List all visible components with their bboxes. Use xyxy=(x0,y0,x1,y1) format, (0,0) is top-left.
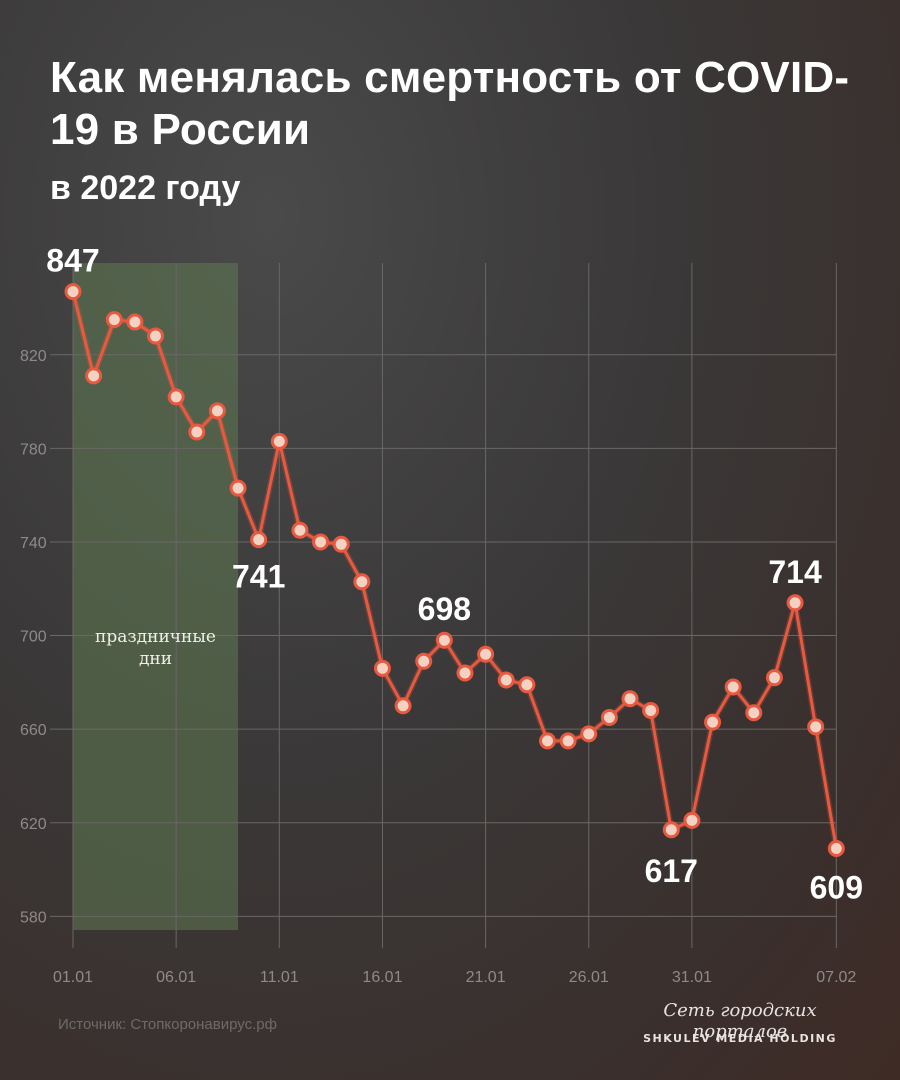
brand-holding: SHKULEV MEDIA HOLDING xyxy=(643,1032,837,1045)
data-point xyxy=(353,573,371,591)
data-point xyxy=(745,704,763,722)
data-point xyxy=(147,327,165,345)
holiday-band-label: праздничные дни xyxy=(95,627,216,669)
x-tick-label: 07.02 xyxy=(816,969,856,986)
data-point xyxy=(188,423,206,441)
data-point xyxy=(373,659,391,677)
holiday-band-label-line: праздничные xyxy=(95,627,216,647)
data-point xyxy=(105,311,123,329)
data-point xyxy=(85,367,103,385)
data-point xyxy=(497,671,515,689)
data-point xyxy=(250,531,268,549)
data-point xyxy=(538,732,556,750)
data-point xyxy=(435,631,453,649)
data-point xyxy=(332,535,350,553)
data-point xyxy=(229,479,247,497)
data-point xyxy=(291,521,309,539)
data-point xyxy=(518,676,536,694)
y-tick-label: 700 xyxy=(20,629,47,646)
data-point xyxy=(312,533,330,551)
data-point xyxy=(807,718,825,736)
data-point xyxy=(559,732,577,750)
data-point xyxy=(394,697,412,715)
x-tick-label: 21.01 xyxy=(466,969,506,986)
data-point xyxy=(456,664,474,682)
x-tick-label: 01.01 xyxy=(53,969,93,986)
x-tick-label: 11.01 xyxy=(260,969,299,986)
y-tick-label: 580 xyxy=(20,909,47,926)
data-label: 617 xyxy=(645,853,698,889)
data-point xyxy=(208,402,226,420)
data-label: 714 xyxy=(768,554,822,590)
data-point xyxy=(683,811,701,829)
data-point xyxy=(415,652,433,670)
data-point xyxy=(827,840,845,858)
data-point xyxy=(642,701,660,719)
data-point xyxy=(786,594,804,612)
data-point xyxy=(167,388,185,406)
y-tick-label: 780 xyxy=(20,441,47,458)
y-tick-label: 620 xyxy=(20,816,47,833)
y-tick-label: 820 xyxy=(20,348,47,365)
data-label: 847 xyxy=(46,243,99,279)
brand-name: Сеть городских порталов xyxy=(663,1000,817,1042)
data-point xyxy=(270,432,288,450)
data-point xyxy=(765,669,783,687)
holiday-band-label-line: дни xyxy=(139,649,172,669)
data-point xyxy=(724,678,742,696)
data-point xyxy=(477,645,495,663)
source-note: Источник: Стопкоронавирус.рф xyxy=(58,1016,277,1033)
data-point xyxy=(64,283,82,301)
chart-subtitle: в 2022 году xyxy=(50,169,241,207)
x-tick-label: 26.01 xyxy=(569,969,609,986)
chart-title: Как менялась смертность от COVID-19 в Ро… xyxy=(50,53,850,154)
data-label: 741 xyxy=(232,559,285,595)
data-point xyxy=(621,690,639,708)
data-point xyxy=(600,708,618,726)
data-label: 698 xyxy=(418,591,471,627)
data-point xyxy=(662,821,680,839)
y-tick-label: 740 xyxy=(20,535,47,552)
data-point xyxy=(580,725,598,743)
data-point xyxy=(704,713,722,731)
x-tick-label: 31.01 xyxy=(672,969,712,986)
data-label: 609 xyxy=(810,870,863,906)
x-tick-label: 16.01 xyxy=(362,969,402,986)
data-point xyxy=(126,313,144,331)
x-tick-label: 06.01 xyxy=(156,969,196,986)
y-tick-label: 660 xyxy=(20,722,47,739)
